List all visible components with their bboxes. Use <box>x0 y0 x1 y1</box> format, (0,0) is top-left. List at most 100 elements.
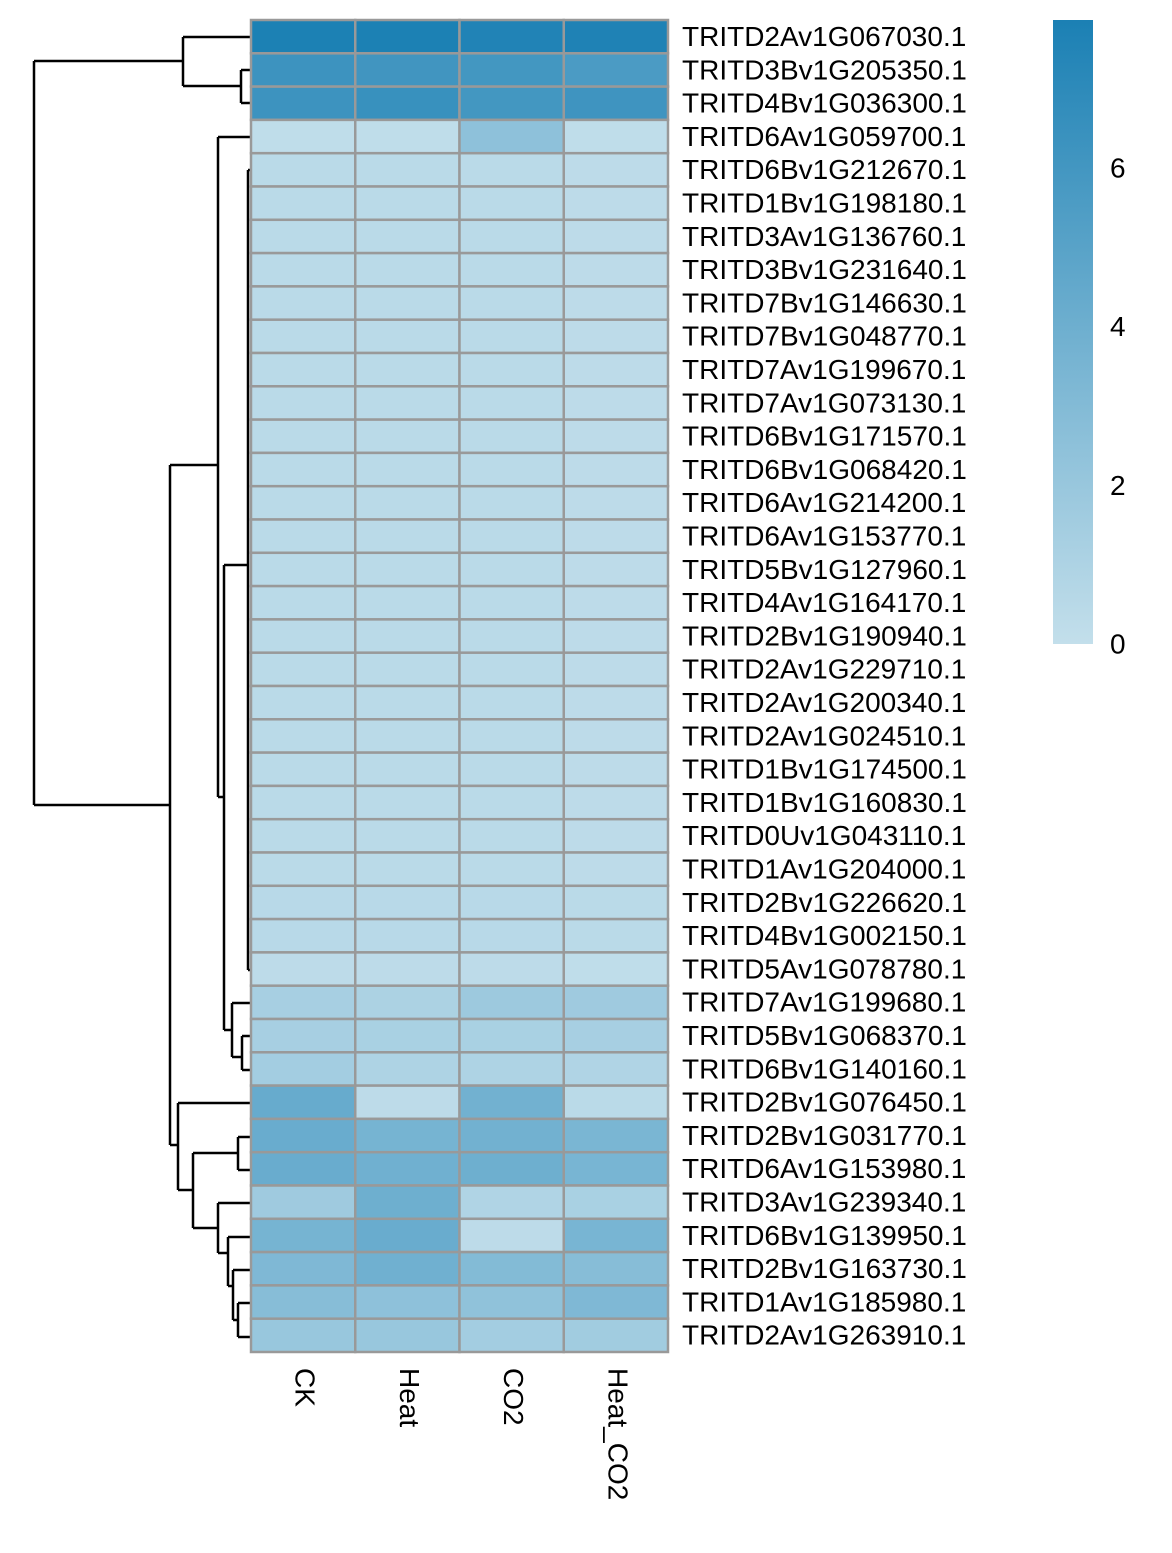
heatmap-cell <box>249 351 357 388</box>
heatmap-cell <box>562 185 670 222</box>
heatmap-cell <box>562 684 670 721</box>
heatmap-cell <box>249 1217 357 1254</box>
heatmap-cell <box>562 1017 670 1054</box>
colorbar-tick-label: 4 <box>1110 311 1126 342</box>
heatmap-cell <box>562 285 670 321</box>
column-label: CK <box>290 1368 321 1407</box>
heatmap-cell <box>562 1084 670 1121</box>
heatmap-cell <box>354 784 461 821</box>
heatmap-cell <box>249 1284 357 1320</box>
heatmap-cell <box>354 984 461 1021</box>
heatmap-cell <box>354 817 461 854</box>
row-label: TRITD7Av1G199670.1 <box>682 354 966 385</box>
heatmap-cell <box>458 917 565 954</box>
heatmap-cell <box>354 917 461 954</box>
row-label: TRITD5Av1G078780.1 <box>682 953 966 984</box>
row-label: TRITD1Bv1G198180.1 <box>682 188 967 219</box>
heatmap-cell <box>354 118 461 155</box>
heatmap-cell <box>354 518 461 555</box>
colorbar-tick-label: 0 <box>1110 628 1126 659</box>
row-label: TRITD2Av1G229710.1 <box>682 654 966 685</box>
heatmap-cell <box>354 185 461 222</box>
heatmap-cell <box>458 1284 565 1320</box>
row-label: TRITD4Av1G164170.1 <box>682 587 966 618</box>
heatmap-cell <box>249 1051 357 1087</box>
heatmap-cell <box>458 418 565 455</box>
row-label: TRITD6Bv1G140160.1 <box>682 1053 967 1084</box>
heatmap-cell <box>458 817 565 854</box>
row-label: TRITD2Bv1G226620.1 <box>682 887 967 918</box>
heatmap-cell <box>249 851 357 888</box>
heatmap-cell <box>458 251 565 288</box>
heatmap-cell <box>354 884 461 921</box>
heatmap-cell <box>354 1217 461 1254</box>
row-label: TRITD2Av1G024510.1 <box>682 720 966 751</box>
row-label: TRITD2Av1G263910.1 <box>682 1320 966 1351</box>
row-label: TRITD2Av1G200340.1 <box>682 687 966 718</box>
row-label: TRITD7Bv1G146630.1 <box>682 287 967 318</box>
heatmap-cell <box>562 151 670 188</box>
heatmap-cell <box>562 1150 670 1187</box>
heatmap-cell <box>354 484 461 521</box>
heatmap-cell <box>249 1150 357 1187</box>
heatmap-cell <box>562 984 670 1021</box>
heatmap-cell <box>249 1184 357 1221</box>
heatmap-cell <box>458 1217 565 1254</box>
heatmap-cell <box>354 551 461 588</box>
heatmap-cell <box>562 951 670 987</box>
heatmap-cell <box>249 1250 357 1287</box>
heatmap-cell <box>562 851 670 888</box>
heatmap-cell <box>354 751 461 788</box>
heatmap-cell <box>458 1051 565 1087</box>
row-label: TRITD1Bv1G174500.1 <box>682 754 967 785</box>
row-label: TRITD3Av1G239340.1 <box>682 1187 966 1218</box>
heatmap-cell <box>249 584 357 621</box>
heatmap-cell <box>562 251 670 288</box>
heatmap-cell <box>562 218 670 255</box>
row-label: TRITD7Av1G199680.1 <box>682 987 966 1018</box>
heatmap-cell <box>354 584 461 621</box>
heatmap-cell <box>354 418 461 455</box>
row-label: TRITD6Av1G153980.1 <box>682 1153 966 1184</box>
heatmap-cell <box>458 151 565 188</box>
heatmap-cell <box>562 784 670 821</box>
heatmap-cell <box>458 285 565 321</box>
row-label: TRITD2Bv1G163730.1 <box>682 1253 967 1284</box>
heatmap-cell <box>562 1117 670 1154</box>
row-label: TRITD3Av1G136760.1 <box>682 221 966 252</box>
heatmap-cell <box>354 1284 461 1320</box>
column-label: Heat <box>394 1368 425 1427</box>
heatmap-cell <box>354 151 461 188</box>
heatmap-cell <box>562 1217 670 1254</box>
heatmap-cell <box>458 1150 565 1187</box>
heatmap-cell <box>249 551 357 588</box>
heatmap-cell <box>458 884 565 921</box>
heatmap-cell <box>249 18 357 55</box>
heatmap-cell <box>354 351 461 388</box>
row-label: TRITD3Bv1G205350.1 <box>682 54 967 85</box>
heatmap-cell <box>249 1084 357 1121</box>
heatmap-cell <box>249 684 357 721</box>
heatmap-cell <box>458 52 565 88</box>
heatmap-cell <box>249 1117 357 1154</box>
heatmap-cell <box>249 518 357 555</box>
heatmap-cell <box>249 85 357 122</box>
row-label: TRITD6Bv1G212670.1 <box>682 154 967 185</box>
heatmap-cell <box>562 518 670 555</box>
heatmap-cell <box>562 618 670 654</box>
heatmap-cell <box>354 1117 461 1154</box>
heatmap-cell <box>562 52 670 88</box>
heatmap-cell <box>562 718 670 754</box>
heatmap-cell <box>562 1051 670 1087</box>
row-label: TRITD5Bv1G127960.1 <box>682 554 967 585</box>
heatmap-cell <box>458 484 565 521</box>
heatmap-cell <box>458 18 565 55</box>
heatmap-cell <box>458 451 565 488</box>
heatmap-cell <box>249 318 357 355</box>
heatmap-cell <box>354 85 461 122</box>
heatmap-cell <box>562 651 670 688</box>
heatmap-cell <box>354 1051 461 1087</box>
heatmap-cell <box>458 751 565 788</box>
row-label: TRITD1Av1G185980.1 <box>682 1286 966 1317</box>
heatmap-cell <box>458 85 565 122</box>
